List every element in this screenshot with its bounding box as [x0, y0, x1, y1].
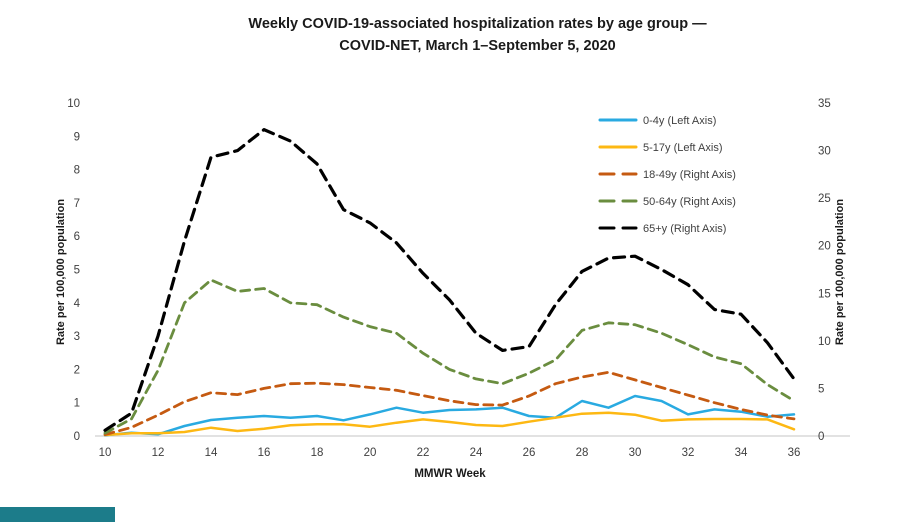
- x-tick-label: 36: [788, 447, 801, 459]
- legend-label: 18-49y (Right Axis): [643, 169, 736, 181]
- y-left-tick-label: 4: [74, 298, 81, 310]
- series-line-5-17y: [103, 411, 796, 437]
- chart-title-line2: COVID-NET, March 1–September 5, 2020: [339, 38, 616, 54]
- y-right-tick-label: 20: [818, 241, 831, 253]
- y-left-axis-title: Rate per 100,000 population: [55, 199, 67, 345]
- y-right-tick-label: 25: [818, 193, 831, 205]
- series-line-18-49y: [103, 370, 796, 437]
- y-left-tick-label: 1: [74, 398, 80, 410]
- x-tick-label: 12: [152, 447, 165, 459]
- y-right-tick-label: 5: [818, 383, 824, 395]
- y-right-tick-label: 10: [818, 336, 831, 348]
- x-tick-label: 30: [629, 447, 642, 459]
- footer-accent-bar: [0, 507, 115, 522]
- legend-label: 5-17y (Left Axis): [643, 142, 722, 154]
- series-line-65plusy: [103, 128, 796, 432]
- x-tick-label: 18: [311, 447, 324, 459]
- x-tick-label: 34: [735, 447, 748, 459]
- x-tick-label: 16: [258, 447, 271, 459]
- x-axis-title: MMWR Week: [414, 468, 486, 480]
- x-tick-label: 24: [470, 447, 483, 459]
- y-left-tick-label: 8: [74, 165, 80, 177]
- y-left-tick-label: 10: [67, 98, 80, 110]
- legend-label: 0-4y (Left Axis): [643, 115, 716, 127]
- legend-label: 65+y (Right Axis): [643, 223, 726, 235]
- y-left-tick-label: 5: [74, 265, 80, 277]
- y-right-axis-title: Rate per 100,000 population: [834, 199, 846, 345]
- x-tick-label: 20: [364, 447, 377, 459]
- y-left-tick-label: 6: [74, 231, 80, 243]
- y-left-tick-label: 9: [74, 131, 80, 143]
- y-left-tick-label: 7: [74, 198, 80, 210]
- legend-label: 50-64y (Right Axis): [643, 196, 736, 208]
- y-right-tick-label: 30: [818, 146, 831, 158]
- x-tick-label: 14: [205, 447, 218, 459]
- y-left-tick-label: 2: [74, 364, 80, 376]
- series-line-50-64y: [103, 278, 796, 435]
- y-left-tick-label: 3: [74, 331, 80, 343]
- x-tick-label: 26: [523, 447, 536, 459]
- y-right-tick-label: 0: [818, 431, 824, 443]
- x-tick-label: 10: [99, 447, 112, 459]
- x-tick-label: 22: [417, 447, 430, 459]
- chart-title: Weekly COVID-19-associated hospitalizati…: [55, 13, 900, 57]
- x-tick-label: 28: [576, 447, 589, 459]
- chart-title-line1: Weekly COVID-19-associated hospitalizati…: [248, 16, 707, 32]
- y-right-tick-label: 35: [818, 98, 831, 110]
- y-right-tick-label: 15: [818, 288, 831, 300]
- series-line-0-4y: [103, 394, 796, 437]
- x-tick-label: 32: [682, 447, 695, 459]
- y-left-tick-label: 0: [74, 431, 80, 443]
